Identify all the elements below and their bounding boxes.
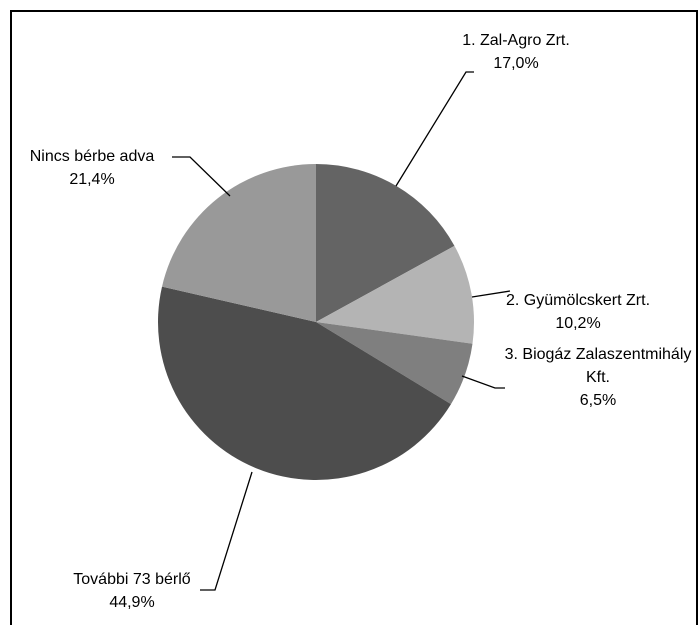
value-label: 17,0% xyxy=(493,55,539,72)
category-label: További 73 bérlő xyxy=(73,571,191,588)
leader-line xyxy=(200,471,253,591)
slice-label: 2. Gyümölcskert Zrt. 10,2% xyxy=(478,289,678,335)
leader-line xyxy=(461,375,505,389)
slice-label: Nincs bérbe adva 21,4% xyxy=(2,145,182,191)
pie-slice xyxy=(158,286,451,480)
leader-line xyxy=(395,71,474,187)
category-label: 2. Gyümölcskert Zrt. xyxy=(505,292,651,309)
value-label: 6,5% xyxy=(579,392,617,409)
value-label: 10,2% xyxy=(555,315,601,332)
frame xyxy=(10,10,698,625)
category-label: 1. Zal-Agro Zrt. xyxy=(462,32,570,49)
value-label: 44,9% xyxy=(109,594,155,611)
value-label: 21,4% xyxy=(69,171,115,188)
category-label: Nincs bérbe adva xyxy=(29,148,155,165)
category-label: 3. Biogáz Zalaszentmihály Kft. xyxy=(504,346,692,386)
leader-line xyxy=(471,290,511,298)
pie-slice xyxy=(316,322,473,405)
pie-slice xyxy=(316,164,455,322)
slice-label: 1. Zal-Agro Zrt. 17,0% xyxy=(416,29,616,75)
pie-slice xyxy=(316,245,474,344)
slice-label: További 73 bérlő 44,9% xyxy=(32,568,232,614)
leader-line xyxy=(172,156,231,197)
slice-label: 3. Biogáz Zalaszentmihály Kft. 6,5% xyxy=(503,343,693,412)
pie-slice xyxy=(162,164,316,322)
